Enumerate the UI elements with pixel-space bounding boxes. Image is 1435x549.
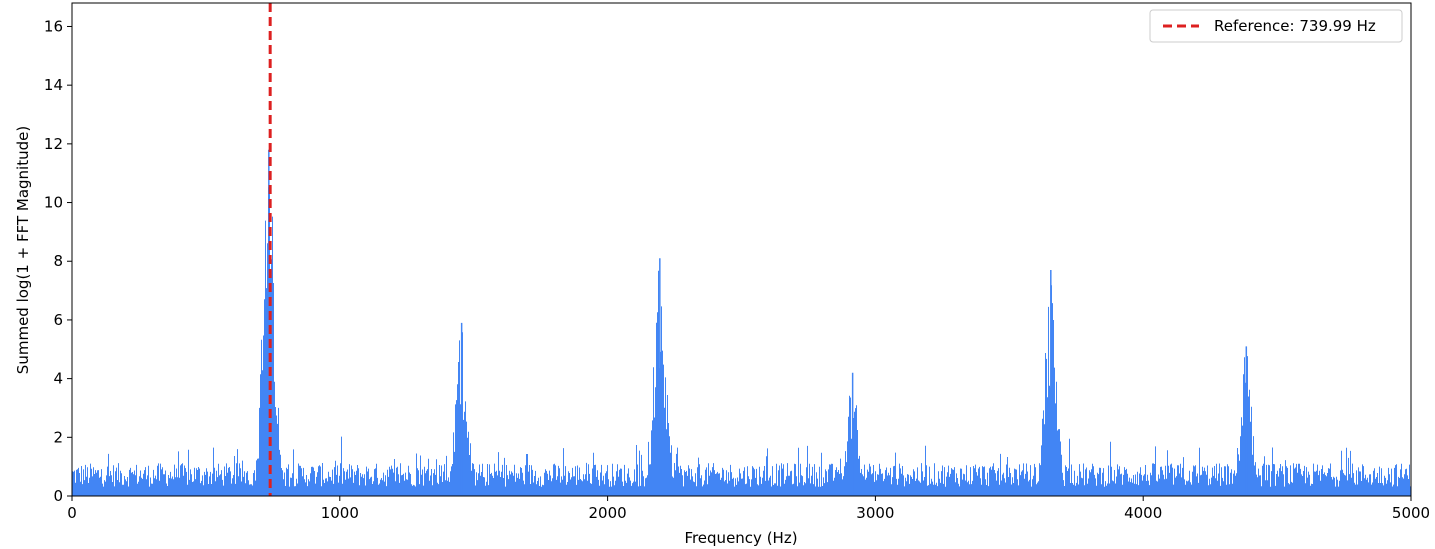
y-tick-label: 6 <box>53 311 63 329</box>
x-tick-label: 1000 <box>321 504 359 522</box>
x-tick-label: 2000 <box>589 504 627 522</box>
plot-background <box>72 3 1411 496</box>
y-tick-label: 16 <box>44 17 63 35</box>
legend-box <box>1149 9 1403 43</box>
x-tick-label: 0 <box>67 504 77 522</box>
y-axis-ticks: 0 2 4 6 8 10 12 14 16 <box>44 17 72 505</box>
y-tick-label: 2 <box>53 428 63 446</box>
y-tick-label: 8 <box>53 252 63 270</box>
x-tick-label: 3000 <box>856 504 894 522</box>
y-tick-label: 12 <box>44 135 63 153</box>
legend-label: Reference: 739.99 Hz <box>1214 17 1376 35</box>
y-axis-label: Summed log(1 + FFT Magnitude) <box>14 126 32 374</box>
y-tick-label: 14 <box>44 76 63 94</box>
plot-frame <box>71 2 1412 497</box>
legend: Reference: 739.99 Hz <box>1149 9 1403 43</box>
y-tick-label: 0 <box>53 487 63 505</box>
x-axis-ticks: 0 1000 2000 3000 4000 5000 <box>67 496 1430 522</box>
x-tick-label: 5000 <box>1392 504 1430 522</box>
x-tick-label: 4000 <box>1124 504 1162 522</box>
y-tick-label: 10 <box>44 194 63 212</box>
x-axis-label: Frequency (Hz) <box>684 529 797 547</box>
y-tick-label: 4 <box>53 370 63 388</box>
